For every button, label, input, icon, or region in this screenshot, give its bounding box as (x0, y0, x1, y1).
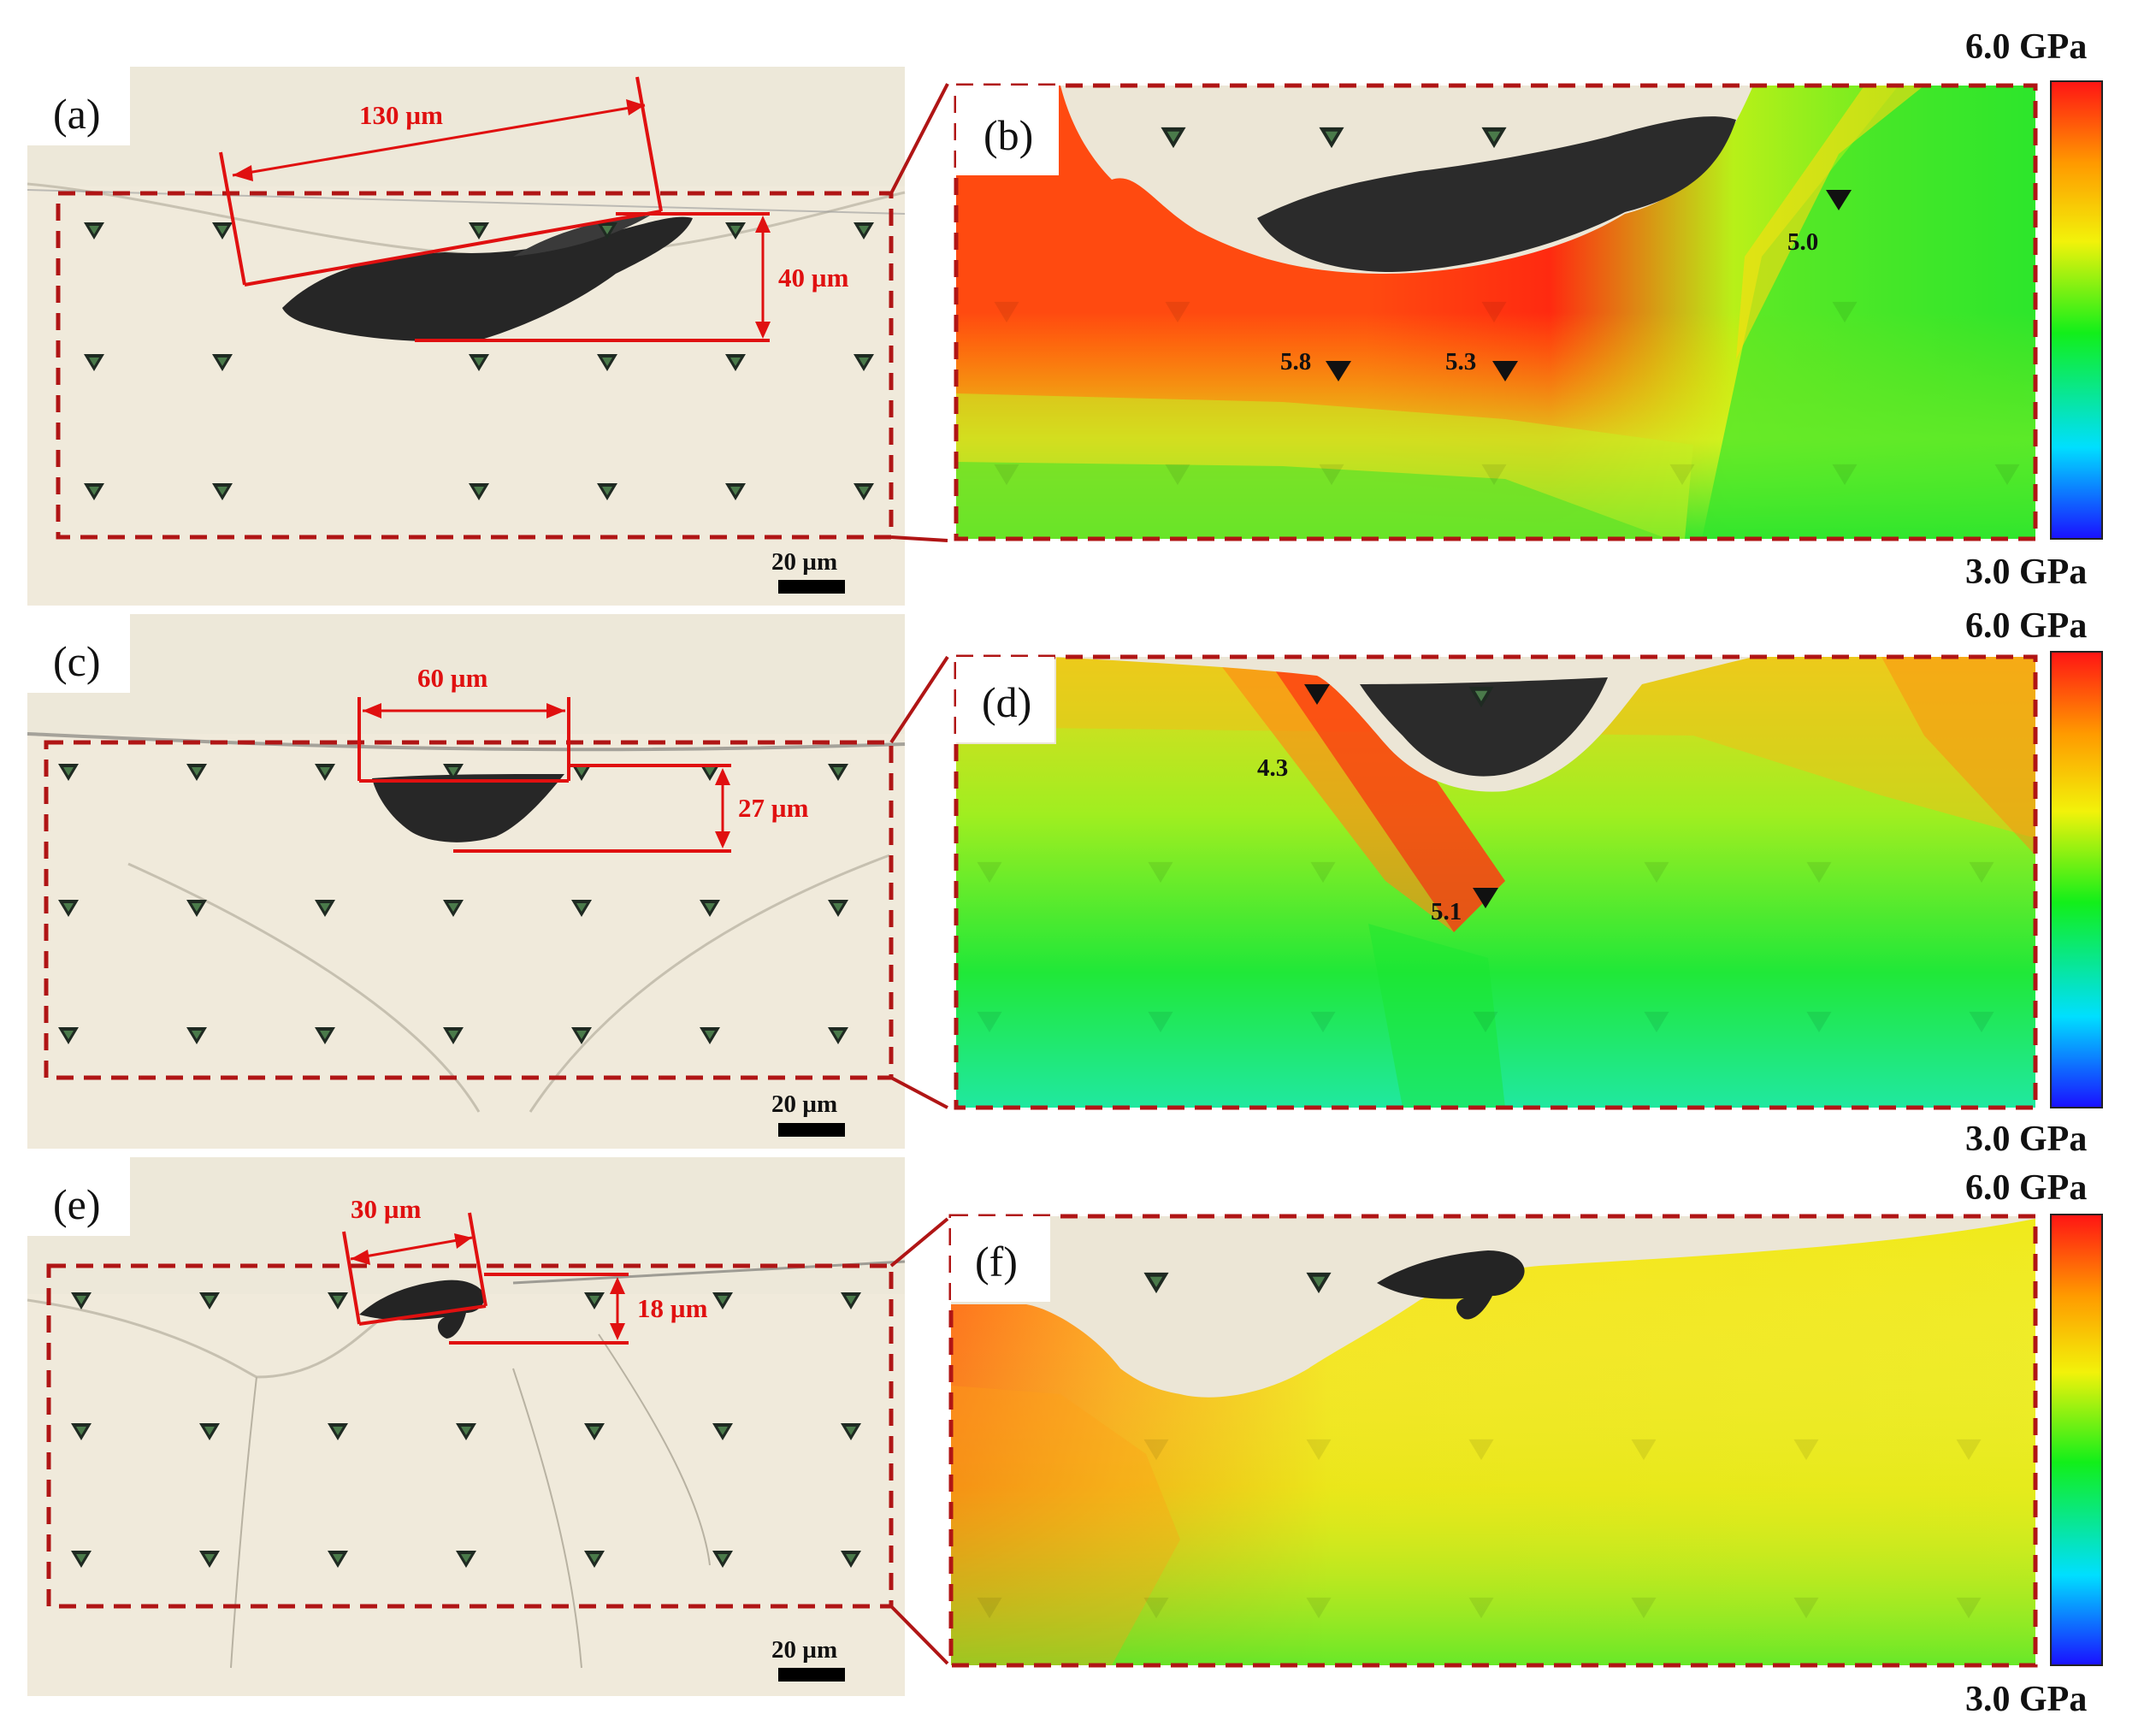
panel-label-bg (956, 657, 1054, 742)
surface-f (951, 1216, 2035, 1398)
dimension-width-a (219, 76, 663, 287)
value-label-b-1: 5.8 (1280, 348, 1311, 375)
dimension-depth-c (453, 764, 731, 853)
scale-bar-a (778, 580, 845, 594)
panel-label-d: (d) (982, 678, 1031, 726)
dimension-label-width-e: 30 µm (351, 1194, 422, 1224)
panel-label-c: (c) (53, 637, 101, 685)
colorbar-gradient (2050, 1214, 2103, 1666)
dimension-depth-a (415, 212, 771, 342)
dashed-region-e (46, 1263, 894, 1609)
value-label-d-2: 5.1 (1431, 898, 1462, 925)
zoom-line-e-top (889, 1217, 949, 1268)
panel-label-bg (27, 1157, 130, 1236)
scale-bar-c (778, 1123, 845, 1137)
dimension-label-width-a: 130 µm (359, 100, 443, 130)
pit-b (1257, 116, 1736, 272)
dimension-width-e (342, 1212, 487, 1326)
value-label-b-3: 5.0 (1787, 228, 1818, 256)
marker-d-1 (1304, 684, 1330, 705)
panel-a: (a) 130 µm (27, 67, 906, 606)
dimension-label-depth-e: 18 µm (637, 1293, 708, 1323)
colorbar-max-label: 6.0 GPa (1965, 27, 2087, 67)
dimension-label-width-c: 60 µm (417, 663, 488, 693)
scale-bar-label-c: 20 µm (771, 1091, 837, 1118)
scale-bar-e (778, 1668, 845, 1682)
panel-label-a: (a) (53, 90, 101, 138)
dimension-label-depth-a: 40 µm (778, 263, 849, 293)
marker-b-1 (1326, 361, 1351, 381)
dimension-width-c (357, 697, 570, 783)
zoom-line-a-top (889, 83, 949, 194)
pit-f (1377, 1250, 1525, 1320)
colorbar-max-label: 6.0 GPa (1965, 606, 2087, 646)
dashed-region-d (954, 654, 2038, 1110)
panel-label-b: (b) (983, 111, 1033, 159)
zoom-line-c-bottom (890, 1076, 948, 1109)
colorbar-min-label: 3.0 GPa (1965, 553, 2087, 592)
scale-bar-label-a: 20 µm (771, 548, 837, 576)
colorbar-d: 6.0 GPa 3.0 GPa (1965, 606, 2103, 1159)
panel-f: (f) (948, 1214, 2038, 1668)
marker-b-2 (1492, 361, 1518, 381)
panel-label-bg (27, 67, 130, 145)
panel-label-f: (f) (975, 1238, 1018, 1286)
scale-bar-label-e: 20 µm (771, 1636, 837, 1664)
colorbar-b: 6.0 GPa 3.0 GPa (1965, 27, 2103, 592)
colorbar-gradient (2050, 80, 2103, 540)
value-label-b-2: 5.3 (1445, 348, 1476, 375)
dashed-region-c (44, 740, 894, 1080)
colorbar-f: 6.0 GPa 3.0 GPa (1965, 1168, 2103, 1719)
dashed-region-a (56, 191, 894, 540)
panel-label-e: (e) (53, 1180, 101, 1228)
pit-c (372, 774, 564, 842)
panel-d: (d) 4.3 5.1 (954, 654, 2038, 1110)
pit-e (359, 1280, 486, 1339)
dimension-label-depth-c: 27 µm (738, 793, 809, 823)
panel-label-bg (951, 1216, 1050, 1302)
panel-e: (e) 30 µm (27, 1157, 906, 1696)
panel-label-bg (956, 86, 1059, 175)
colorbar-min-label: 3.0 GPa (1965, 1120, 2087, 1159)
zoom-line-a-bottom (890, 535, 948, 542)
panel-b: (b) 5.8 5.3 5.0 (954, 83, 2038, 541)
zoom-line-c-top (889, 655, 949, 744)
colorbar-gradient (2050, 651, 2103, 1108)
marker-b-3 (1826, 190, 1852, 210)
colorbar-min-label: 3.0 GPa (1965, 1680, 2087, 1719)
dimension-depth-e (449, 1273, 629, 1345)
zoom-line-e-bottom (889, 1605, 949, 1665)
value-label-d-1: 4.3 (1257, 754, 1288, 782)
panel-label-bg (27, 614, 130, 693)
panel-c: (c) 60 µm (27, 614, 906, 1149)
colorbar-max-label: 6.0 GPa (1965, 1168, 2087, 1208)
pit-a (282, 216, 693, 342)
pit-d (1360, 677, 1608, 777)
marker-d-2 (1473, 888, 1498, 908)
